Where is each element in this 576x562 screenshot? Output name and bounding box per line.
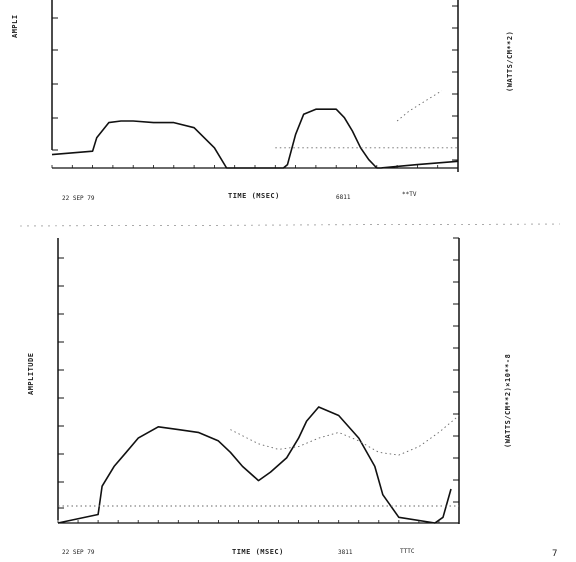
bottom-series-1-line xyxy=(230,415,460,456)
top-series-2-line xyxy=(396,90,443,122)
bottom-series-0-line xyxy=(57,406,452,524)
top-chart-x-axis-label: TIME (MSEC) xyxy=(228,192,280,200)
top-chart-y-axis-label: AMPLI xyxy=(11,14,19,38)
page-number: 7 xyxy=(552,549,557,559)
bottom-chart-series xyxy=(57,406,460,524)
bottom-chart-date-label: 22 SEP 79 xyxy=(62,549,95,556)
top-series-0-line xyxy=(51,108,459,169)
top-chart-ticks xyxy=(51,5,459,168)
top-chart-date-label: 22 SEP 79 xyxy=(62,195,95,202)
top-chart: AMPLI (WATTS/CM**2) 22 SEP 79 TIME (MSEC… xyxy=(11,0,514,202)
top-chart-right-axis-label: (WATTS/CM**2) xyxy=(506,31,514,92)
bottom-chart-ticks xyxy=(57,237,460,523)
bottom-chart-extra-label-2: TTTC xyxy=(400,548,415,555)
top-chart-series xyxy=(51,90,459,169)
bottom-chart: AMPLITUDE (WATTS/CM**2)×10**-8 22 SEP 79… xyxy=(27,237,512,556)
scan-noise-separator xyxy=(19,223,561,227)
top-chart-extra-label-2: **TV xyxy=(402,191,417,198)
bottom-chart-right-axis-label: (WATTS/CM**2)×10**-8 xyxy=(504,354,512,448)
bottom-chart-extra-label-1: 3811 xyxy=(338,549,353,556)
top-chart-extra-label-1: 6811 xyxy=(336,194,351,201)
bottom-chart-x-axis-label: TIME (MSEC) xyxy=(232,548,284,556)
bottom-chart-y-axis-label: AMPLITUDE xyxy=(27,353,35,395)
